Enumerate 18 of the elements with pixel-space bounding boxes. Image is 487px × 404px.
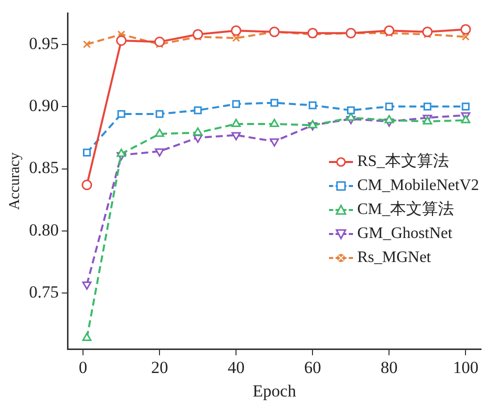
legend-label: Rs_MGNet — [357, 248, 431, 268]
x-tick-label: 80 — [380, 358, 398, 377]
x-axis-title: Epoch — [252, 381, 297, 400]
x-tick-label: 40 — [228, 358, 245, 377]
y-tick-label: 0.85 — [29, 158, 59, 178]
legend-label: RS_本文算法 — [357, 152, 449, 172]
x-tick-label: 20 — [151, 358, 168, 377]
y-tick-label: 0.75 — [29, 282, 59, 302]
x-tick-label: 0 — [78, 358, 88, 377]
legend-label: GM_GhostNet — [357, 224, 452, 244]
y-tick-label: 0.95 — [29, 34, 59, 53]
legend-label: CM_本文算法 — [357, 200, 454, 220]
y-axis-title: Accuracy — [6, 152, 23, 210]
y-tick-label: 0.80 — [29, 220, 59, 240]
legend-label: CM_MobileNetV2 — [357, 176, 479, 196]
x-tick-label: 100 — [452, 358, 478, 377]
x-tick-label: 60 — [304, 358, 322, 377]
y-tick-label: 0.90 — [29, 96, 59, 115]
